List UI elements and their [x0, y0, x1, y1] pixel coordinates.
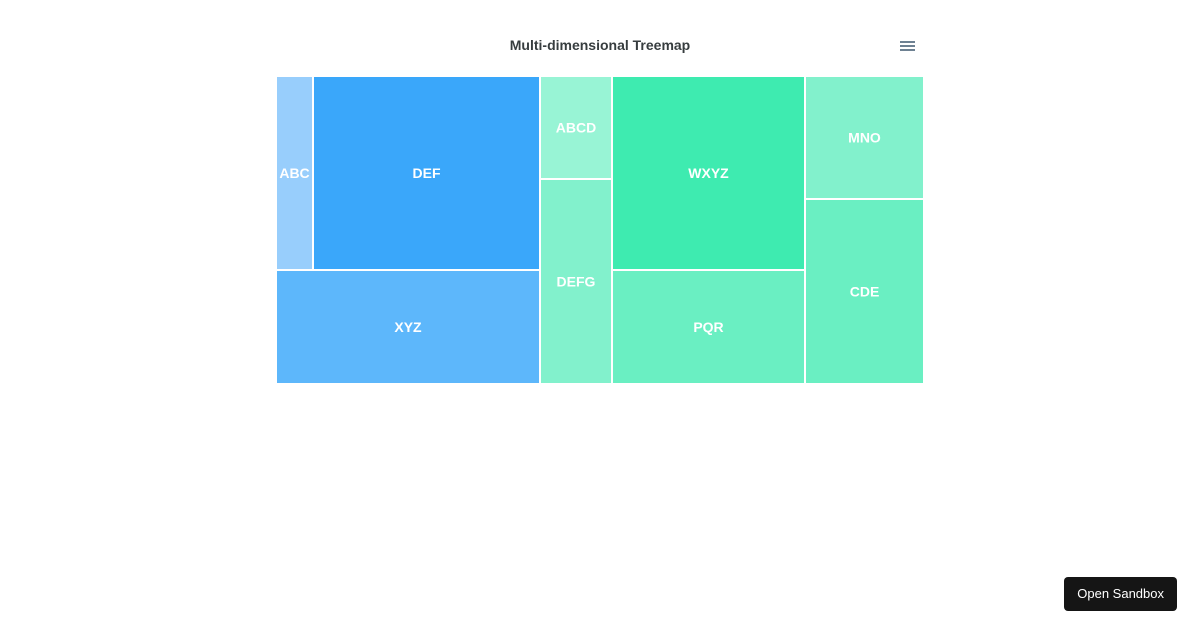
treemap-tile-abcd[interactable] [539, 75, 613, 180]
treemap-tile-pqr[interactable] [611, 269, 806, 385]
treemap-tile-xyz[interactable] [275, 269, 541, 385]
treemap-tile-defg[interactable] [539, 178, 613, 385]
chart-title: Multi-dimensional Treemap [509, 37, 691, 53]
treemap-tile-abc[interactable] [275, 75, 314, 271]
hamburger-menu-icon [900, 41, 915, 51]
treemap-tile-def[interactable] [312, 75, 541, 271]
treemap-tile-cde[interactable] [804, 198, 925, 385]
treemap-tile-mno[interactable] [804, 75, 925, 200]
open-sandbox-button[interactable]: Open Sandbox [1064, 577, 1177, 611]
chart-menu-button[interactable] [896, 36, 918, 56]
treemap-tile-wxyz[interactable] [611, 75, 806, 271]
